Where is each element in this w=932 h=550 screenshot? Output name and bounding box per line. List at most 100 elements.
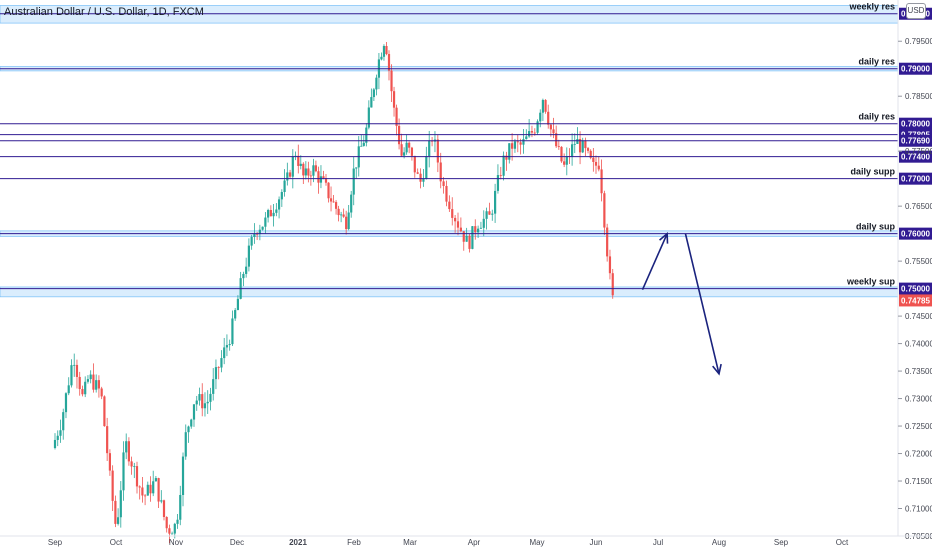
candle-body: [242, 273, 245, 279]
candle-body: [108, 453, 111, 471]
price-tick-label: 0.71000: [905, 505, 932, 514]
level-price-label: 0.79000: [901, 65, 930, 74]
candle-body: [264, 217, 267, 227]
candle-body: [114, 500, 117, 524]
time-axis[interactable]: Sep Oct Nov Dec 2021 Feb Mar Apr May Jun Jul Aug Sep…: [0, 535, 932, 547]
level-annotation: daily supp: [850, 167, 895, 177]
candle-body: [395, 107, 398, 126]
candle-body: [234, 310, 237, 319]
candle-body: [544, 99, 547, 112]
candle-body: [375, 77, 378, 90]
currency-button[interactable]: USD: [906, 3, 926, 19]
candle-body: [589, 150, 592, 158]
candle-body: [133, 466, 136, 467]
candle-body: [152, 481, 155, 494]
candle-body: [283, 180, 286, 192]
candle-body: [403, 152, 406, 156]
candle-body: [513, 141, 517, 149]
candle-body: [390, 70, 393, 92]
candle-body: [307, 168, 310, 176]
candle-body: [73, 364, 76, 366]
level-price-label: 0.76000: [901, 230, 930, 239]
candle-body: [511, 143, 514, 149]
candle-body: [173, 523, 176, 534]
candle-body: [64, 393, 68, 413]
candle-body: [419, 173, 422, 182]
candle-body: [223, 347, 226, 359]
candle-body: [425, 156, 428, 179]
candle-body: [162, 500, 166, 517]
candle-body: [428, 140, 431, 157]
candle-body: [146, 484, 149, 496]
price-tick-label: 0.74000: [905, 340, 932, 349]
candle-body: [149, 484, 152, 494]
candle-body: [217, 367, 220, 368]
projection-down-arrow-shaft: [684, 233, 720, 375]
candle-body: [565, 156, 568, 165]
time-tick-label: Jun: [590, 538, 603, 547]
level-annotation: weekly res: [848, 2, 895, 12]
candle-body: [269, 209, 272, 217]
candle-body: [67, 385, 70, 394]
candle-body: [187, 426, 190, 433]
candle-body: [267, 209, 270, 218]
candle-body: [533, 132, 536, 134]
candle-body: [442, 181, 445, 186]
level-annotation: daily sup: [856, 222, 896, 232]
candle-body: [340, 214, 343, 216]
candle-body: [573, 143, 576, 145]
candle-body: [541, 99, 544, 113]
candle-body: [476, 228, 480, 233]
candle-body: [345, 216, 348, 230]
candle-body: [549, 124, 552, 130]
candle-body: [611, 273, 614, 296]
candle-body: [220, 358, 223, 368]
candle-body: [181, 456, 185, 495]
price-tick-label: 0.77500: [905, 147, 932, 156]
candle-body: [59, 430, 62, 436]
price-tick-label: 0.73500: [905, 367, 932, 376]
candle-body: [505, 155, 508, 160]
candle-body: [130, 461, 133, 467]
time-tick-label: Sep: [48, 538, 63, 547]
time-tick-label: Feb: [347, 538, 361, 547]
candle-body: [192, 404, 196, 420]
projection-up-arrow-shaft: [641, 233, 668, 291]
candle-body: [422, 178, 425, 182]
candle-body: [157, 478, 160, 502]
candle-body: [228, 344, 231, 346]
candle-body: [160, 500, 163, 502]
candle-body: [405, 142, 408, 153]
candle-body: [209, 393, 212, 402]
candle-body: [600, 169, 603, 194]
candle-body: [445, 185, 448, 202]
price-axis[interactable]: 0.705000.710000.715000.720000.725000.730…: [897, 0, 932, 541]
candle-body: [439, 162, 442, 182]
candle-body: [111, 470, 114, 501]
candle-body: [355, 167, 358, 169]
candle-body: [603, 193, 606, 228]
candle-body: [319, 176, 323, 183]
candle-body: [258, 229, 261, 235]
candle-body: [592, 157, 595, 162]
candle-body: [324, 178, 328, 183]
candle-body: [302, 163, 305, 176]
candle-body: [436, 139, 439, 163]
candle-body: [597, 165, 600, 170]
candle-body: [334, 202, 338, 209]
candle-body: [465, 235, 468, 242]
candle-body: [280, 191, 283, 200]
candle-body: [525, 136, 528, 140]
candle-body: [382, 46, 386, 57]
candle-body: [56, 435, 59, 440]
time-tick-label: Oct: [836, 538, 849, 547]
candle-body: [360, 145, 363, 147]
candle-body: [201, 394, 204, 409]
candle-body: [78, 376, 81, 390]
candle-body: [171, 533, 174, 535]
candle-body: [362, 142, 365, 146]
candle-body: [370, 97, 373, 108]
candle-body: [385, 46, 388, 55]
